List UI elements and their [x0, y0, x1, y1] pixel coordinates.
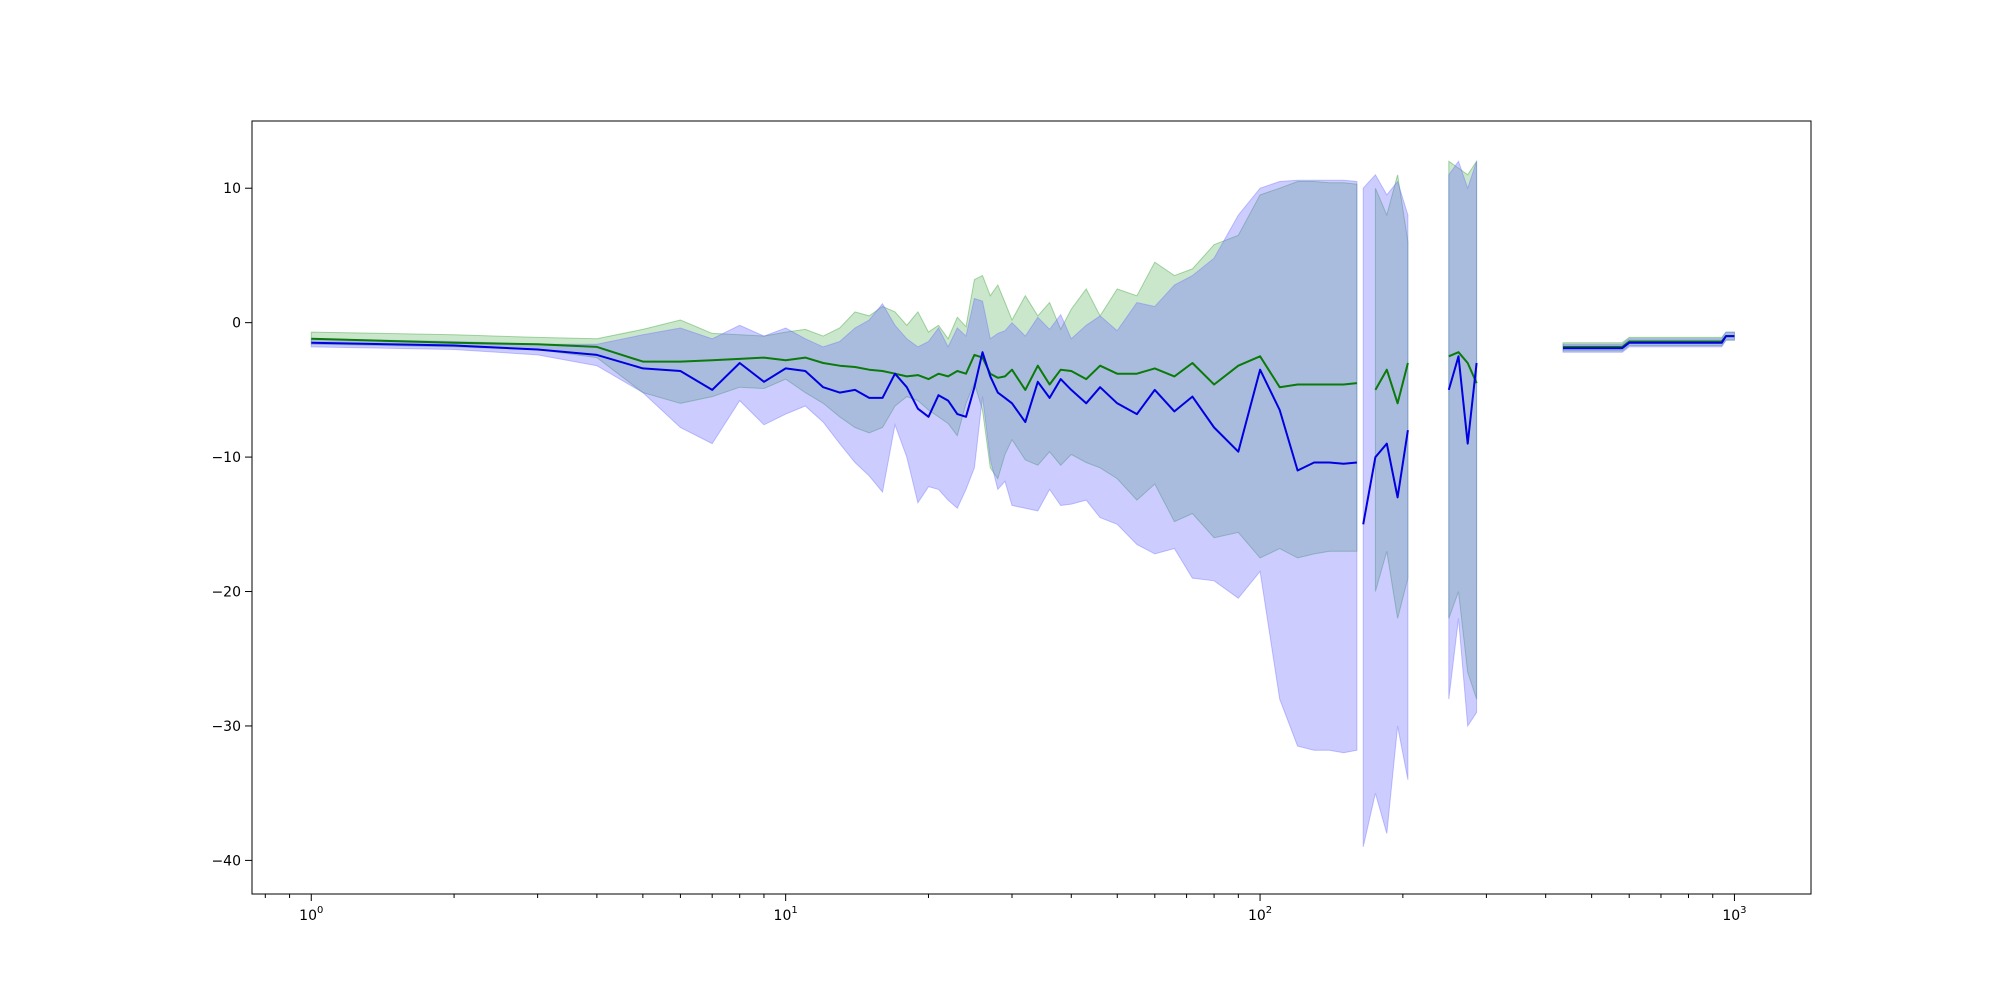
series-lines — [311, 335, 1735, 525]
series-1-band-0 — [310, 179, 1358, 754]
y-tick-label-1: 0 — [232, 316, 241, 332]
y-tick-label-5: −40 — [211, 853, 241, 869]
series-0-band-0 — [310, 181, 1358, 559]
x-axis: 100 101 102 103 — [264, 894, 1747, 924]
x-tick-label-3: 103 — [1722, 905, 1746, 924]
series-0-band-2 — [1448, 159, 1478, 700]
series-0-band-1 — [1374, 174, 1409, 619]
confidence-bands — [310, 159, 1735, 848]
series-0-line-0 — [311, 337, 1358, 391]
series-1-line-0 — [311, 341, 1357, 472]
series-1-line-3 — [1563, 335, 1735, 350]
y-tick-label-0: 10 — [223, 181, 241, 197]
series-1-band-2 — [1448, 160, 1478, 728]
x-tick-label-2: 102 — [1248, 905, 1272, 924]
y-tick-label-3: −20 — [211, 585, 241, 601]
series-1-band-1 — [1362, 173, 1409, 848]
y-tick-label-4: −30 — [211, 719, 241, 735]
series-0-line-1 — [1374, 362, 1409, 405]
y-tick-label-2: −10 — [211, 450, 241, 466]
x-tick-label-1: 101 — [774, 905, 798, 924]
x-tick-label-0: 100 — [299, 905, 323, 924]
y-axis: 10 0 −10 −20 −30 −40 — [211, 181, 252, 869]
plot-frame — [251, 120, 1812, 895]
series-1-line-2 — [1447, 355, 1478, 445]
series-0-line-2 — [1448, 351, 1478, 384]
series-1-line-1 — [1362, 430, 1409, 525]
